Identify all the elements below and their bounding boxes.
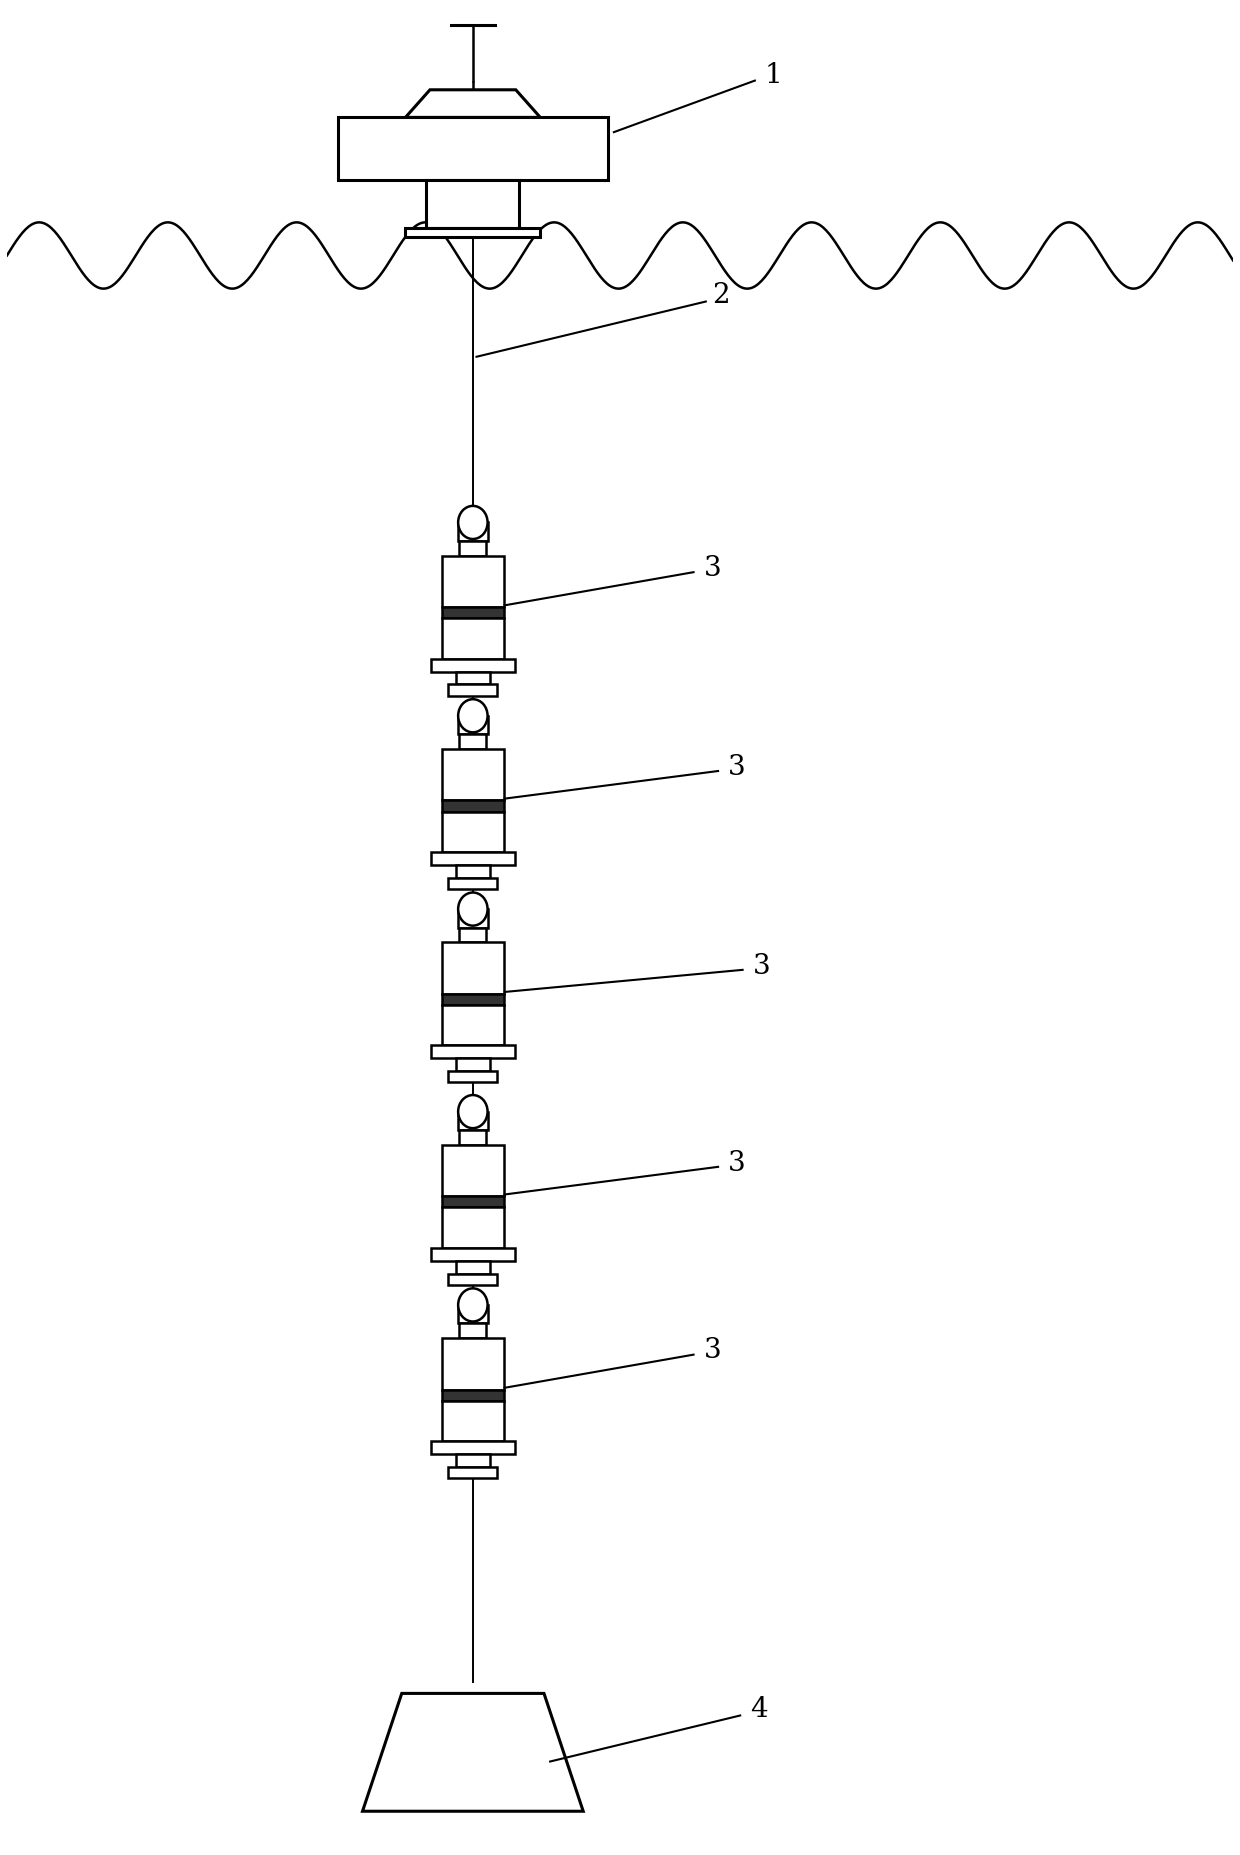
- Polygon shape: [339, 117, 608, 180]
- Polygon shape: [443, 942, 503, 994]
- Ellipse shape: [458, 1094, 487, 1128]
- Polygon shape: [427, 180, 520, 228]
- Polygon shape: [432, 1441, 515, 1454]
- Polygon shape: [443, 1389, 503, 1401]
- Polygon shape: [456, 864, 490, 877]
- Text: 2: 2: [712, 282, 729, 310]
- Polygon shape: [459, 928, 486, 942]
- Text: 1: 1: [765, 61, 782, 89]
- Polygon shape: [459, 1130, 486, 1145]
- Polygon shape: [443, 607, 503, 618]
- Polygon shape: [405, 228, 541, 237]
- Text: 4: 4: [750, 1697, 768, 1723]
- Polygon shape: [362, 1694, 583, 1810]
- Text: 3: 3: [703, 1337, 720, 1365]
- Polygon shape: [432, 1046, 515, 1057]
- Polygon shape: [443, 1145, 503, 1196]
- Polygon shape: [443, 556, 503, 607]
- Ellipse shape: [458, 1289, 487, 1321]
- Polygon shape: [443, 1196, 503, 1208]
- Ellipse shape: [458, 506, 487, 540]
- Text: 3: 3: [728, 1150, 745, 1176]
- Polygon shape: [458, 909, 487, 928]
- Polygon shape: [456, 672, 490, 684]
- Polygon shape: [443, 1401, 503, 1441]
- Polygon shape: [443, 1208, 503, 1248]
- Polygon shape: [458, 1304, 487, 1323]
- Ellipse shape: [458, 892, 487, 926]
- Polygon shape: [432, 1248, 515, 1261]
- Polygon shape: [449, 1070, 497, 1081]
- Polygon shape: [459, 735, 486, 749]
- Polygon shape: [458, 523, 487, 542]
- Ellipse shape: [458, 699, 487, 733]
- Polygon shape: [456, 1261, 490, 1274]
- Polygon shape: [443, 801, 503, 811]
- Text: 3: 3: [728, 753, 745, 781]
- Polygon shape: [443, 1337, 503, 1389]
- Polygon shape: [458, 716, 487, 735]
- Polygon shape: [443, 1005, 503, 1046]
- Text: 3: 3: [703, 555, 720, 582]
- Polygon shape: [449, 877, 497, 889]
- Polygon shape: [432, 659, 515, 672]
- Text: 3: 3: [753, 953, 770, 979]
- Polygon shape: [443, 994, 503, 1005]
- Polygon shape: [449, 1467, 497, 1478]
- Polygon shape: [405, 89, 541, 117]
- Polygon shape: [443, 618, 503, 659]
- Polygon shape: [459, 1323, 486, 1337]
- Polygon shape: [443, 811, 503, 851]
- Polygon shape: [459, 542, 486, 556]
- Polygon shape: [432, 851, 515, 864]
- Polygon shape: [443, 749, 503, 801]
- Polygon shape: [456, 1454, 490, 1467]
- Polygon shape: [449, 1274, 497, 1286]
- Polygon shape: [449, 684, 497, 696]
- Polygon shape: [458, 1111, 487, 1130]
- Polygon shape: [456, 1057, 490, 1070]
